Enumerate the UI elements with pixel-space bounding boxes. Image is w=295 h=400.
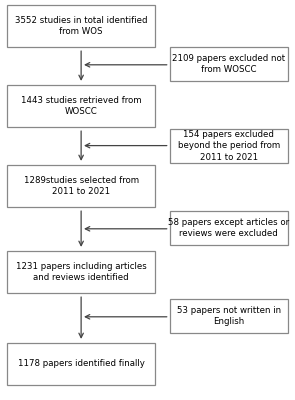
FancyBboxPatch shape [7, 165, 155, 207]
FancyBboxPatch shape [7, 343, 155, 385]
Text: 1231 papers including articles
and reviews identified: 1231 papers including articles and revie… [16, 262, 147, 282]
Text: 58 papers except articles or
reviews were excluded: 58 papers except articles or reviews wer… [168, 218, 289, 238]
FancyBboxPatch shape [170, 299, 288, 333]
Text: 154 papers excluded
beyond the period from
2011 to 2021: 154 papers excluded beyond the period fr… [178, 130, 280, 162]
Text: 3552 studies in total identified
from WOS: 3552 studies in total identified from WO… [15, 16, 148, 36]
FancyBboxPatch shape [7, 5, 155, 47]
FancyBboxPatch shape [7, 85, 155, 127]
Text: 2109 papers excluded not
from WOSCC: 2109 papers excluded not from WOSCC [172, 54, 285, 74]
FancyBboxPatch shape [170, 47, 288, 81]
Text: 1443 studies retrieved from
WOSCC: 1443 studies retrieved from WOSCC [21, 96, 141, 116]
FancyBboxPatch shape [7, 251, 155, 293]
Text: 53 papers not written in
English: 53 papers not written in English [177, 306, 281, 326]
Text: 1178 papers identified finally: 1178 papers identified finally [18, 360, 145, 368]
FancyBboxPatch shape [170, 129, 288, 163]
FancyBboxPatch shape [170, 211, 288, 245]
Text: 1289studies selected from
2011 to 2021: 1289studies selected from 2011 to 2021 [24, 176, 139, 196]
